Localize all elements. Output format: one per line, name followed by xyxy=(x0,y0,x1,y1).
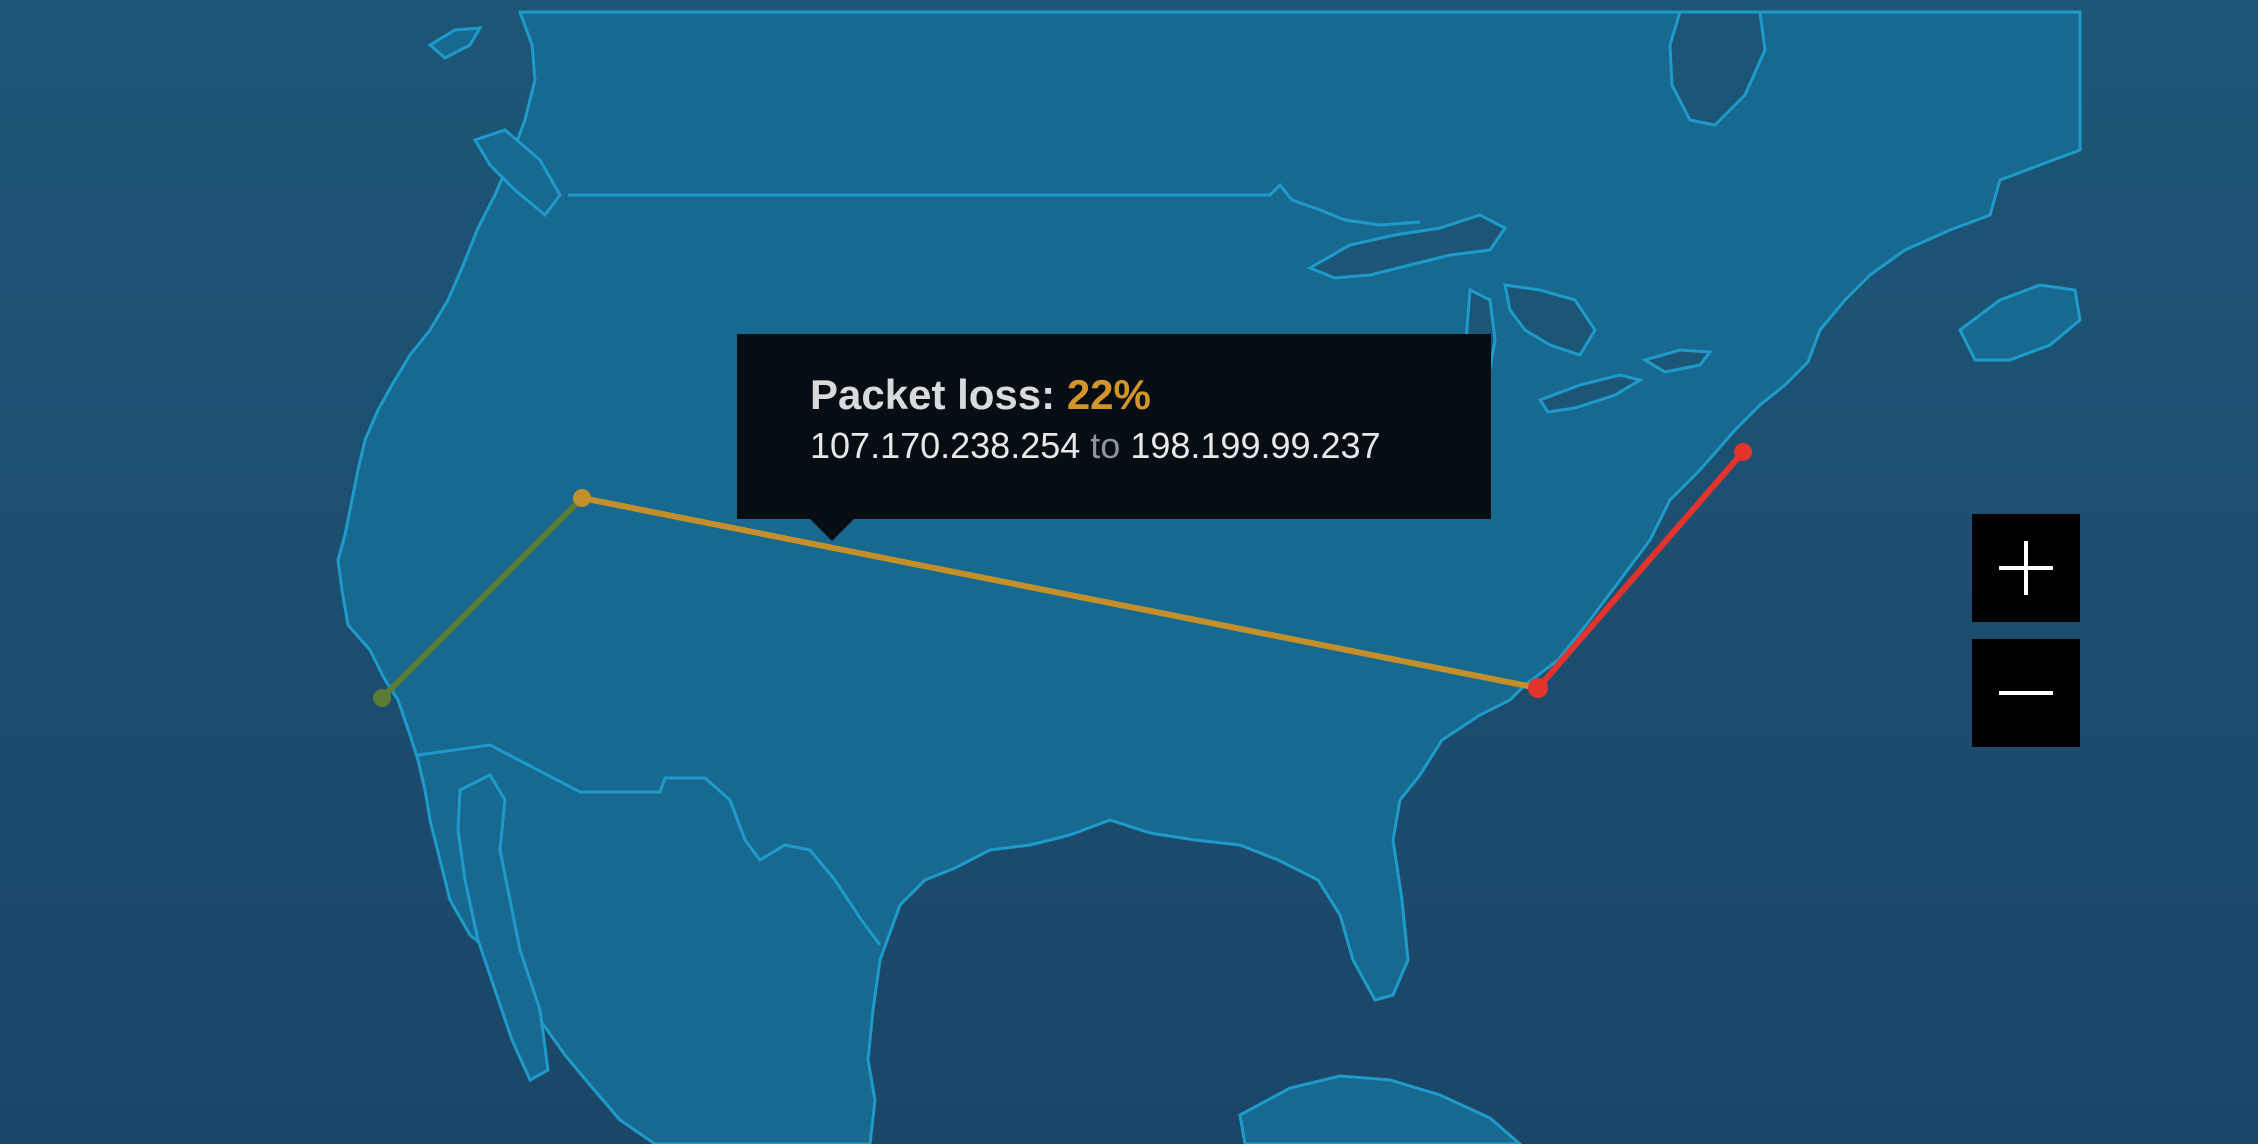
lake-huron xyxy=(1503,283,1597,357)
node-utah[interactable] xyxy=(573,489,591,507)
route-line-transcontinental[interactable] xyxy=(579,495,1541,691)
route-connector: to xyxy=(1090,425,1121,467)
lake-erie xyxy=(1537,373,1644,414)
north-america-landmass xyxy=(336,10,2082,1144)
alaska-islands xyxy=(427,26,483,60)
zoom-in-button[interactable] xyxy=(1972,514,2080,622)
tooltip-title: Packet loss: 22% xyxy=(810,371,1491,418)
destination-ip: 198.199.99.237 xyxy=(1130,425,1381,467)
source-ip: 107.170.238.254 xyxy=(810,425,1081,467)
route-line-east[interactable] xyxy=(1535,449,1746,691)
us-mexico-border xyxy=(417,743,882,946)
tooltip-route-ips: 107.170.238.254 to 198.199.99.237 xyxy=(810,426,1491,466)
minus-icon xyxy=(1999,691,2053,695)
lake-ontario xyxy=(1641,348,1713,374)
packet-loss-label: Packet loss: xyxy=(810,371,1056,418)
node-san-francisco[interactable] xyxy=(373,689,391,707)
plus-icon xyxy=(1999,541,2053,595)
canada-us-border xyxy=(568,182,1421,227)
cuba-island xyxy=(1238,1074,1523,1144)
lake-superior xyxy=(1306,213,1508,280)
node-boston[interactable] xyxy=(1734,443,1752,461)
baja-peninsula xyxy=(456,773,550,1083)
vancouver-island xyxy=(472,128,562,218)
packet-loss-value: 22% xyxy=(1066,371,1151,418)
route-line-west[interactable] xyxy=(379,495,585,701)
node-virginia[interactable] xyxy=(1528,678,1548,698)
newfoundland-island xyxy=(1958,283,2082,362)
route-tooltip: Packet loss: 22% 107.170.238.254 to 198.… xyxy=(737,334,1491,541)
zoom-out-button[interactable] xyxy=(1972,639,2080,747)
hudson-bay xyxy=(1668,10,1767,127)
